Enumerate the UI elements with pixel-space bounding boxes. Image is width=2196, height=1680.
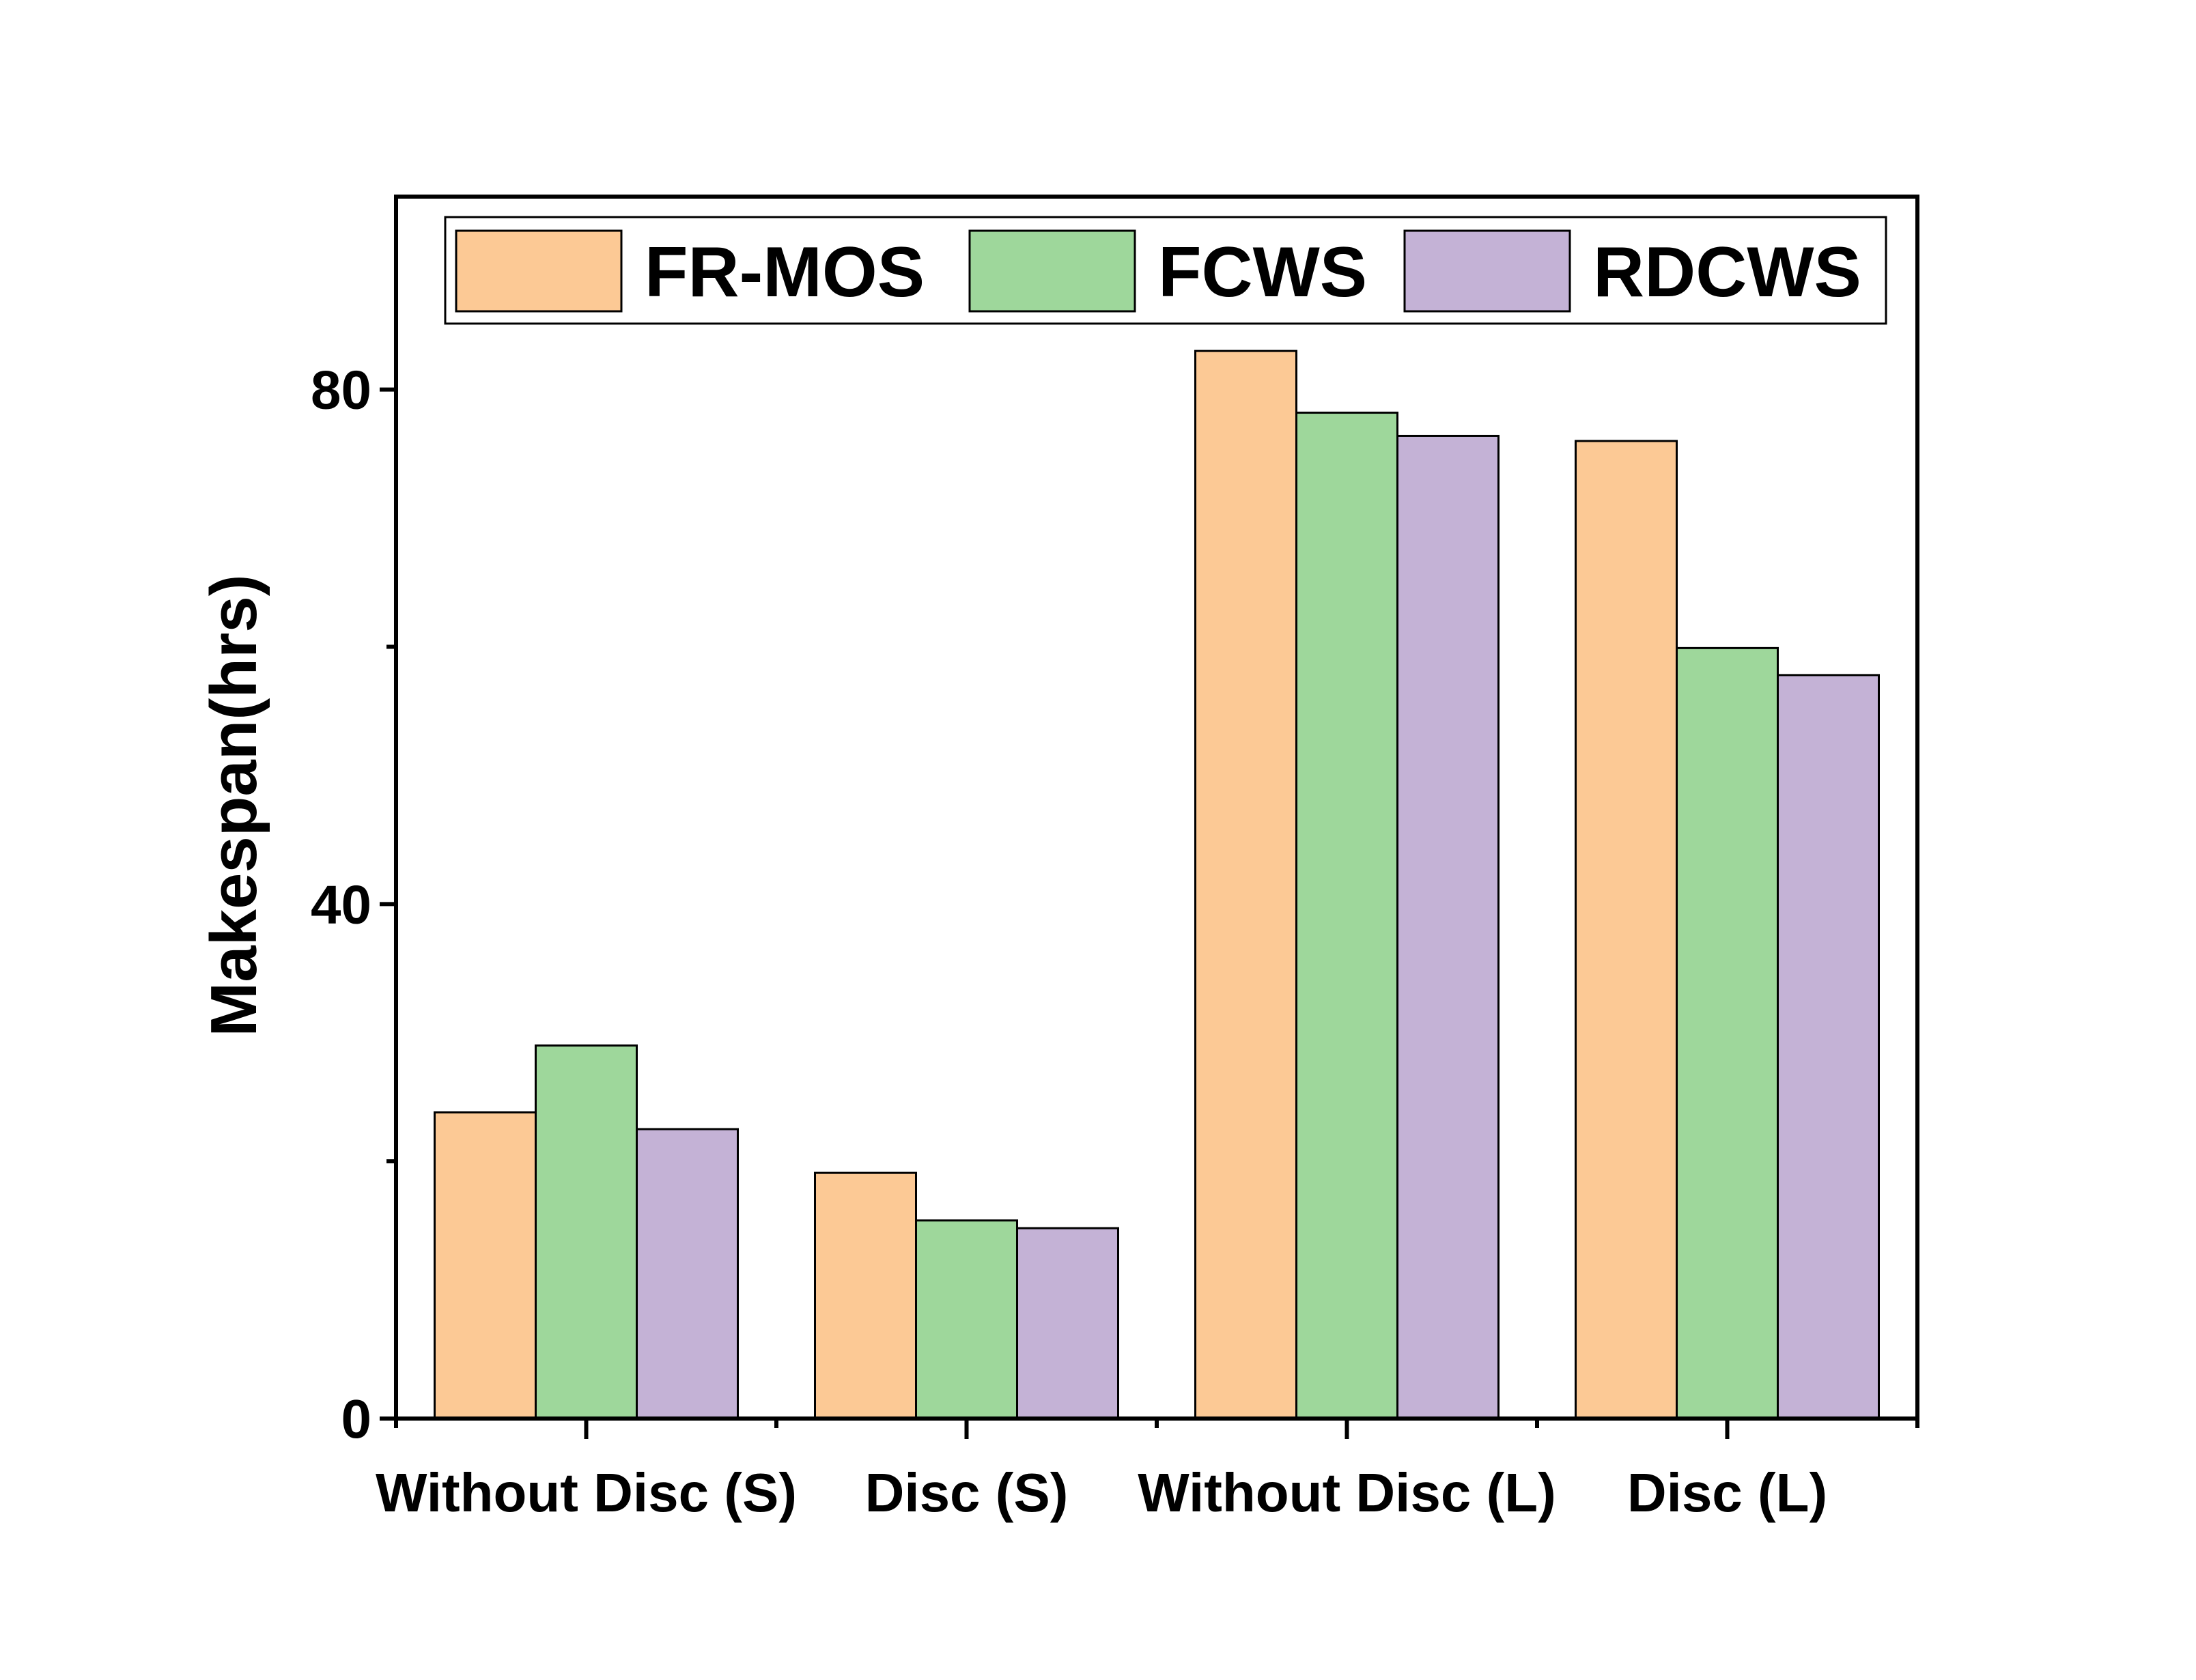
- legend-box: [444, 216, 1887, 325]
- legend-label-rdcws: RDCWS: [1593, 233, 1861, 312]
- bar-fcws-2: [1295, 412, 1398, 1420]
- x-tick-label-3: Disc (L): [1627, 1462, 1827, 1523]
- legend: FR-MOS FCWS RDCWS: [444, 216, 1887, 325]
- x-tick-label-0: Without Disc (S): [376, 1462, 797, 1523]
- ticks-layer: 0 40 80 Without Disc (S) Disc (S) Without Dis…: [311, 360, 1919, 1523]
- x-tick-label-1: Disc (S): [865, 1462, 1069, 1523]
- bar-rdcws-2: [1396, 434, 1500, 1420]
- legend-label-fr-mos: FR-MOS: [645, 233, 925, 312]
- legend-swatch-fr-mos: [455, 229, 623, 313]
- bar-rdcws-1: [1016, 1227, 1119, 1420]
- bar-fr-mos-1: [814, 1171, 917, 1420]
- bar-fcws-0: [535, 1044, 638, 1420]
- legend-swatch-rdcws: [1403, 229, 1571, 313]
- y-tick-label-80: 80: [311, 360, 371, 421]
- bar-fr-mos-3: [1575, 440, 1678, 1420]
- legend-swatch-fcws: [968, 229, 1136, 313]
- y-tick-label-40: 40: [311, 874, 371, 935]
- bar-fcws-1: [915, 1219, 1018, 1420]
- bar-fr-mos-2: [1194, 350, 1297, 1420]
- bar-rdcws-3: [1777, 674, 1880, 1420]
- bars-layer: [434, 350, 1880, 1420]
- y-axis-title: Makespan(hrs): [197, 574, 270, 1037]
- bar-fcws-3: [1676, 646, 1779, 1420]
- y-tick-label-0: 0: [341, 1389, 372, 1449]
- bar-fr-mos-0: [434, 1111, 537, 1420]
- bar-rdcws-0: [636, 1128, 739, 1420]
- legend-label-fcws: FCWS: [1158, 233, 1367, 312]
- x-tick-label-2: Without Disc (L): [1138, 1462, 1556, 1523]
